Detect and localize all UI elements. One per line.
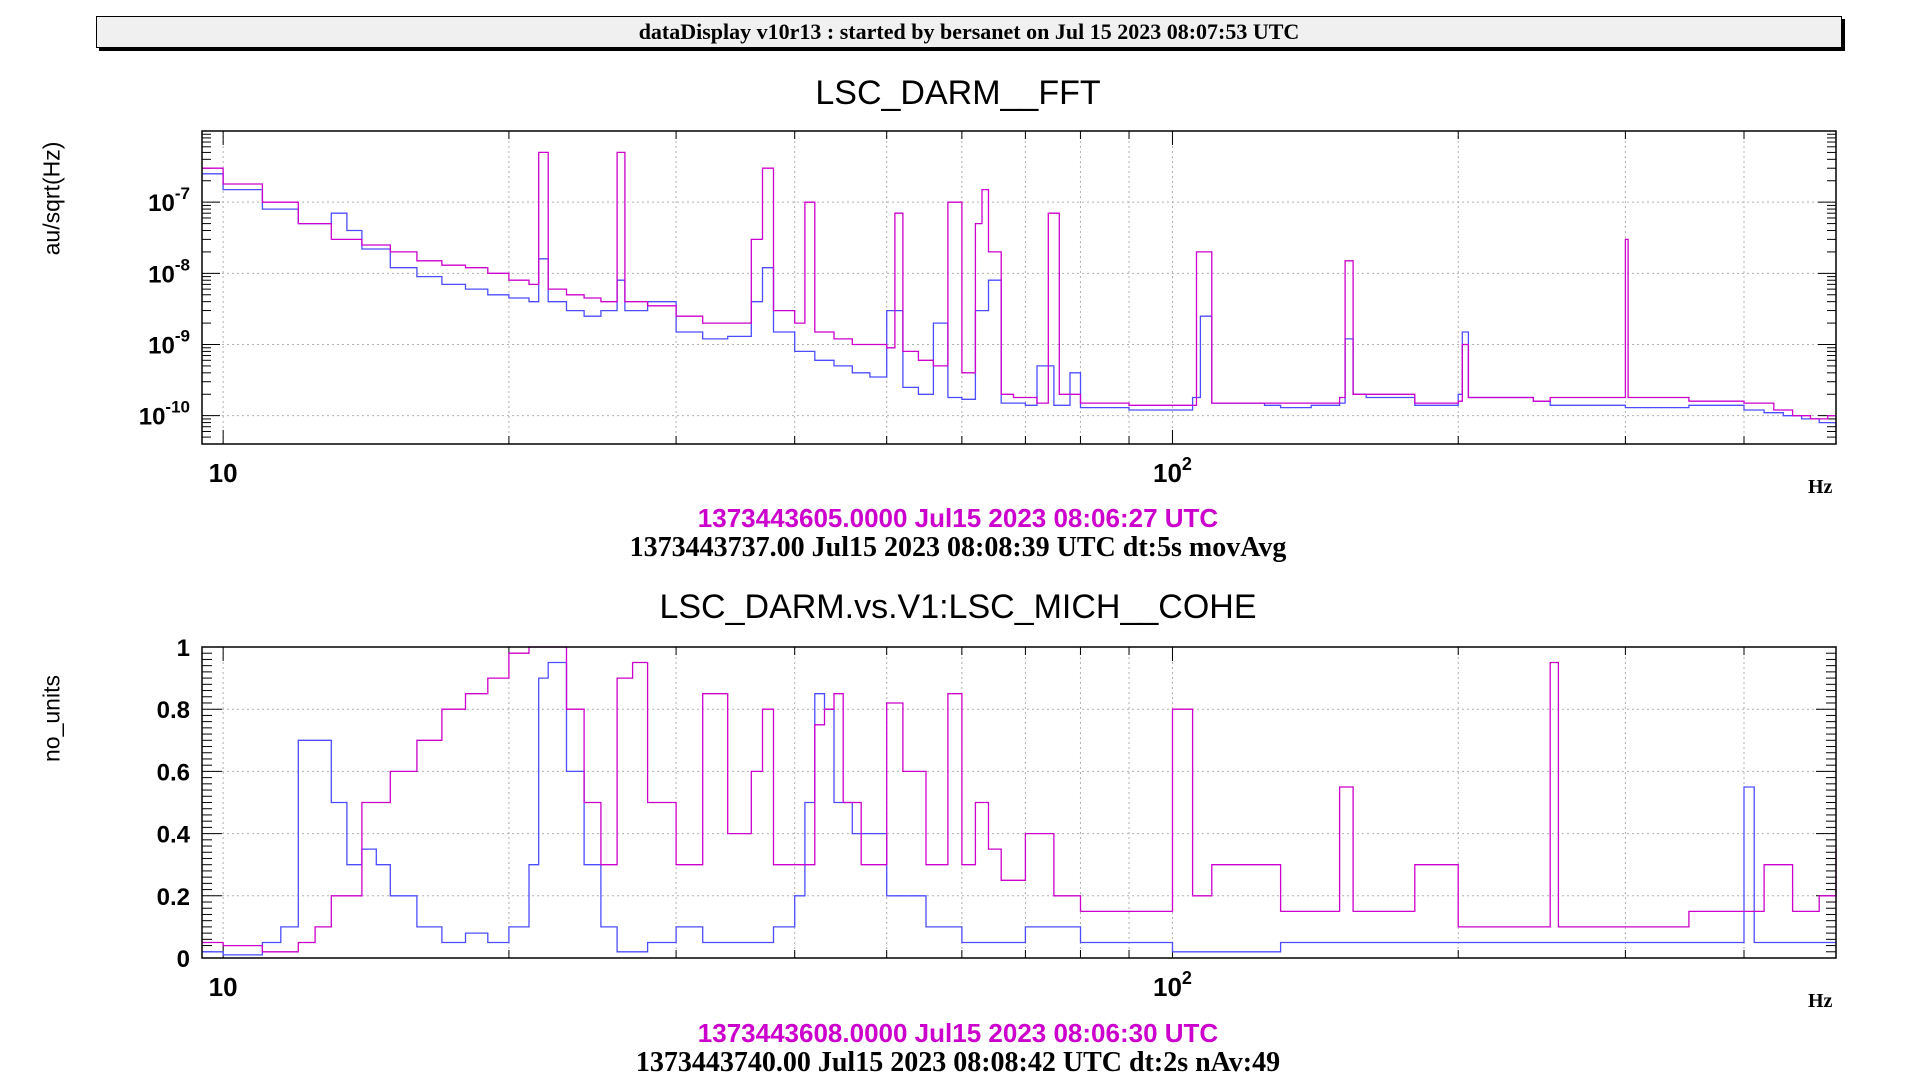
y-tick-label: 10-8 (148, 255, 190, 288)
y-tick-label: 10-10 (139, 398, 190, 431)
y-tick-label: 0.4 (157, 822, 191, 849)
plot-frame (201, 130, 1837, 445)
y-tick-label: 10-9 (148, 327, 190, 360)
series-line-0 (202, 173, 1837, 427)
fft-plot-title: LSC_DARM__FFT (815, 74, 1101, 112)
y-tick-label: 0.8 (157, 697, 190, 724)
y-tick-label: 10-7 (148, 184, 190, 217)
window-title: dataDisplay v10r13 : started by bersanet… (638, 19, 1300, 44)
fft-reference-time-label: 1373443737.00 Jul15 2023 08:08:39 UTC dt… (629, 532, 1287, 563)
x-tick-label: 102 (1153, 454, 1192, 488)
fft-primary-time-label: 1373443605.0000 Jul15 2023 08:06:27 UTC (697, 503, 1219, 533)
y-tick-label: 0.6 (157, 759, 190, 786)
x-tick-label: 10 (209, 458, 238, 488)
series-line-1 (202, 646, 1837, 953)
plot-1: 10 102 0 0.2 0.4 0.6 0.8 1 (157, 635, 1837, 1002)
series-line-1 (202, 151, 1836, 420)
cohe-primary-time-label: 1373443608.0000 Jul15 2023 08:06:30 UTC (697, 1018, 1219, 1048)
plot-0: 10 102 10-7 10-8 10-9 10-10 (139, 130, 1837, 488)
fft-x-axis-unit: Hz (1808, 476, 1833, 498)
cohe-x-axis-unit: Hz (1808, 990, 1833, 1012)
window-title-bar: dataDisplay v10r13 : started by bersanet… (96, 16, 1842, 48)
y-tick-label: 0 (177, 946, 190, 973)
y-tick-label: 0.2 (157, 884, 190, 911)
x-tick-label: 10 (209, 972, 238, 1002)
cohe-plot-title: LSC_DARM.vs.V1:LSC_MICH__COHE (659, 588, 1257, 626)
series-line-0 (202, 661, 1836, 956)
x-tick-label: 102 (1153, 968, 1192, 1002)
cohe-reference-time-label: 1373443740.00 Jul15 2023 08:08:42 UTC dt… (635, 1047, 1281, 1078)
y-tick-label: 1 (177, 635, 190, 662)
plot-frame (201, 646, 1837, 959)
